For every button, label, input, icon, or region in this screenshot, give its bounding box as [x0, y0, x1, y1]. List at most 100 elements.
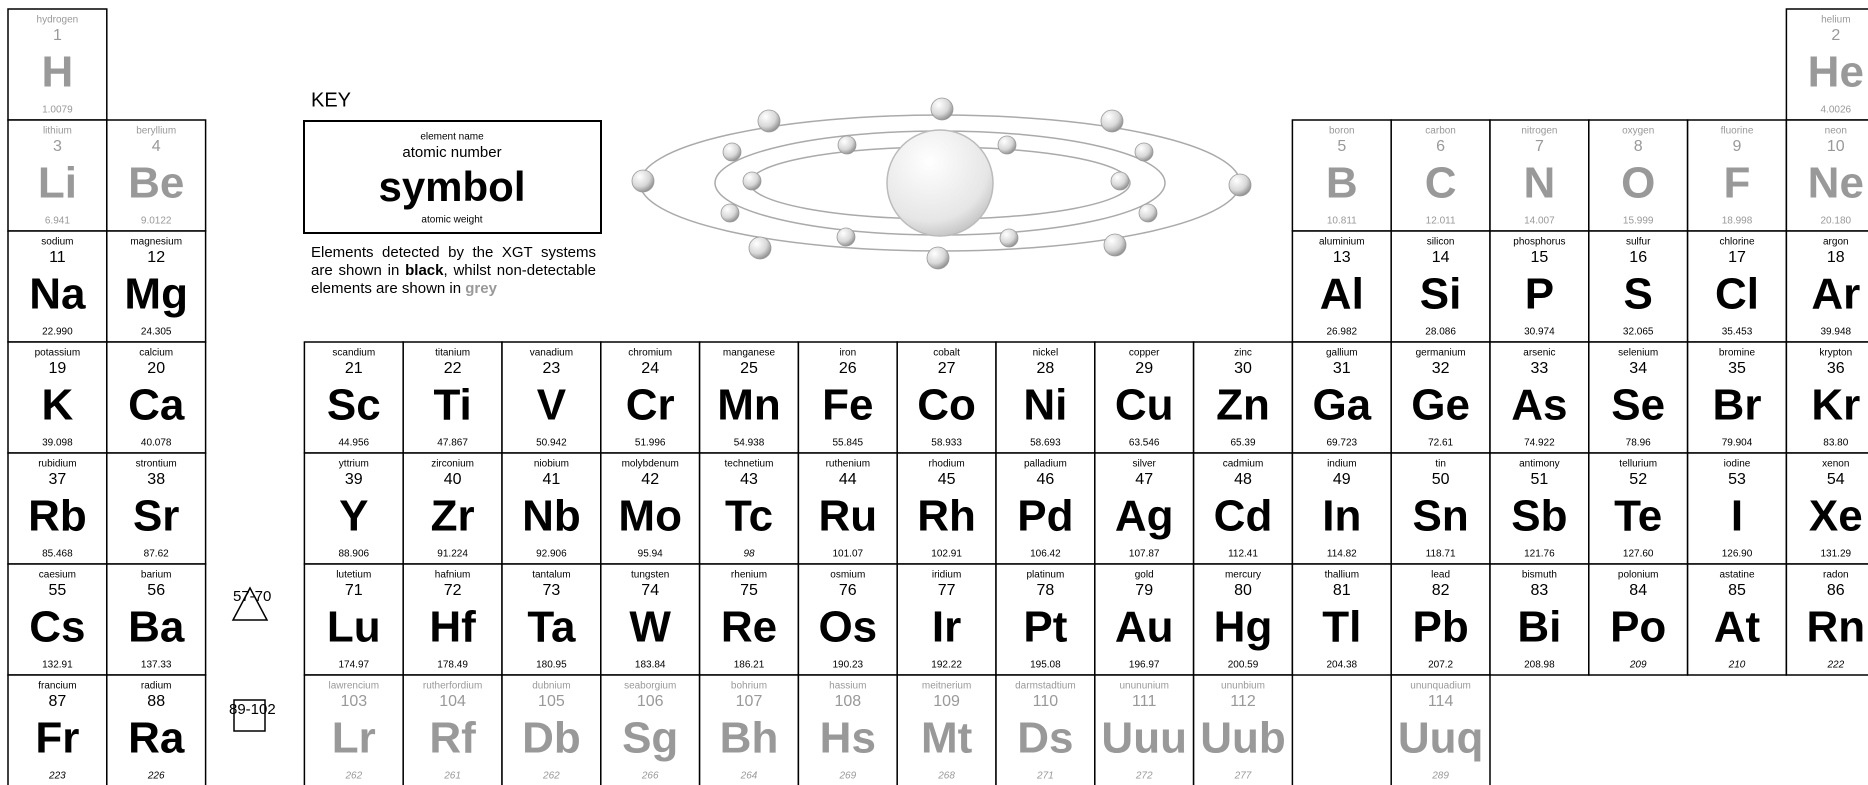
atomic-number: 24: [641, 360, 659, 377]
element-symbol: Nb: [522, 492, 581, 541]
element-cell: [402, 563, 503, 676]
element-cell: [1785, 230, 1868, 343]
element-cell: [1291, 563, 1392, 676]
atomic-weight: 72.61: [1428, 438, 1453, 449]
atomic-weight: 40.078: [141, 438, 172, 449]
element-symbol: Cs: [29, 603, 85, 652]
element-symbol: N: [1524, 159, 1556, 208]
element-cell: [1785, 563, 1868, 676]
element-name: niobium: [534, 459, 569, 470]
element-cell: [1192, 563, 1294, 676]
element-name: xenon: [1822, 459, 1849, 470]
element-name: potassium: [35, 348, 81, 359]
element-symbol: Pb: [1412, 603, 1468, 652]
atomic-number: 112: [1230, 693, 1256, 710]
element-symbol: I: [1731, 492, 1743, 541]
lanthanide-range: 57-70: [233, 588, 271, 605]
atomic-weight: 223: [48, 771, 66, 782]
note-black: black: [405, 262, 444, 279]
element-cell: [106, 230, 207, 343]
atomic-weight: 210: [1728, 660, 1746, 671]
element-name: darmstadtium: [1015, 681, 1076, 692]
atomic-number: 21: [345, 360, 363, 377]
element-symbol: Ar: [1811, 270, 1860, 319]
element-symbol: Ba: [128, 603, 185, 652]
element-name: cadmium: [1223, 459, 1264, 470]
atomic-number: 14: [1432, 249, 1450, 266]
atomic-weight: 79.904: [1722, 438, 1753, 449]
atomic-number: 30: [1234, 360, 1252, 377]
atomic-number: 45: [938, 471, 956, 488]
element-name: cobalt: [933, 348, 960, 359]
atomic-number: 55: [49, 582, 67, 599]
atomic-weight: 101.07: [833, 549, 864, 560]
element-name: carbon: [1425, 126, 1456, 137]
atomic-weight: 192.22: [931, 660, 962, 671]
element-cell: [7, 230, 108, 343]
element-symbol: Mn: [717, 381, 781, 430]
element-symbol: Zn: [1216, 381, 1270, 430]
element-name: argon: [1823, 237, 1849, 248]
element-name: ununquadium: [1410, 681, 1471, 692]
element-symbol: Co: [917, 381, 976, 430]
element-cell: [600, 341, 701, 454]
atomic-weight: 63.546: [1129, 438, 1160, 449]
element-cell: [402, 674, 503, 785]
element-name: iridium: [932, 570, 961, 581]
element-name: rutherfordium: [423, 681, 482, 692]
element-symbol: Fr: [35, 714, 79, 763]
element-cell: [1390, 563, 1491, 676]
note-text: , whilst non-detectable elements are sho…: [311, 262, 596, 297]
atomic-number: 54: [1827, 471, 1845, 488]
atomic-number: 18: [1827, 249, 1845, 266]
element-cell: [7, 452, 108, 565]
element-name: tantalum: [532, 570, 570, 581]
element-name: phosphorus: [1513, 237, 1565, 248]
element-cell: [1785, 119, 1868, 232]
element-name: hassium: [829, 681, 866, 692]
element-cell: [1489, 341, 1590, 454]
atomic-weight: 51.996: [635, 438, 666, 449]
atomic-number: 31: [1333, 360, 1351, 377]
atomic-weight: 47.867: [437, 438, 468, 449]
element-symbol: C: [1425, 159, 1457, 208]
actinide-marker: [233, 699, 266, 732]
element-cell: [896, 563, 997, 676]
atomic-number: 3: [53, 138, 62, 155]
element-cell: [1390, 341, 1491, 454]
element-cell: [1291, 230, 1392, 343]
element-name: thallium: [1325, 570, 1359, 581]
atomic-weight: 32.065: [1623, 327, 1654, 338]
element-name: iron: [839, 348, 856, 359]
element-name: tin: [1435, 459, 1446, 470]
atomic-number: 79: [1135, 582, 1153, 599]
element-name: sodium: [41, 237, 73, 248]
element-symbol: Te: [1614, 492, 1662, 541]
element-symbol: Db: [522, 714, 581, 763]
atomic-weight: 118.71: [1426, 549, 1456, 560]
atomic-weight: 91.224: [437, 549, 468, 560]
element-name: radium: [141, 681, 172, 692]
element-name: indium: [1327, 459, 1356, 470]
atomic-weight: 6.941: [45, 216, 70, 227]
atomic-number: 32: [1432, 360, 1450, 377]
atomic-weight: 131.29: [1821, 549, 1852, 560]
element-name: seaborgium: [624, 681, 676, 692]
element-cell: [1192, 674, 1294, 785]
atomic-weight: 266: [641, 771, 659, 782]
element-cell: [303, 563, 404, 676]
element-name: oxygen: [1622, 126, 1654, 137]
element-name: tellurium: [1619, 459, 1657, 470]
atomic-number: 84: [1629, 582, 1647, 599]
element-symbol: Cl: [1715, 270, 1759, 319]
atomic-weight: 54.938: [734, 438, 765, 449]
atomic-weight: 222: [1826, 660, 1844, 671]
atomic-weight: 114.82: [1327, 549, 1357, 560]
element-name: silver: [1133, 459, 1157, 470]
element-cell: [501, 341, 602, 454]
element-cell: [600, 674, 701, 785]
element-symbol: Uuu: [1101, 714, 1187, 763]
atomic-weight: 88.906: [339, 549, 370, 560]
atomic-number: 6: [1436, 138, 1445, 155]
